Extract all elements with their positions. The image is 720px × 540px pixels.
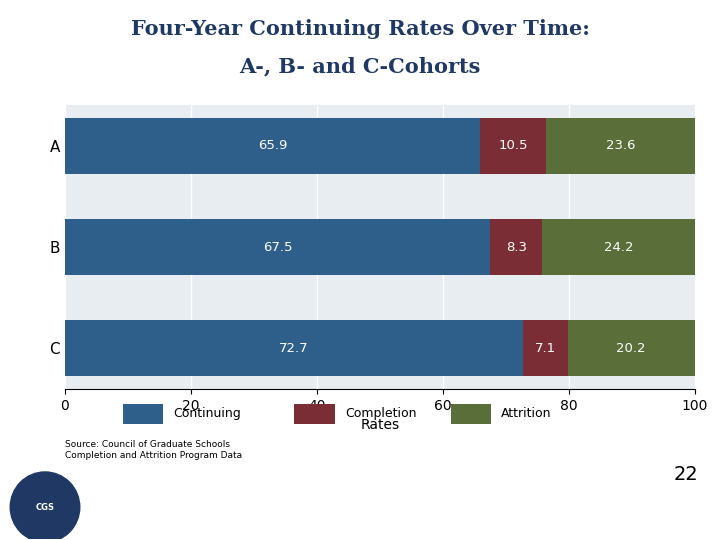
Text: 10.5: 10.5 xyxy=(498,139,528,152)
Text: 20.2: 20.2 xyxy=(616,342,646,355)
Text: 22: 22 xyxy=(674,465,698,484)
Bar xyxy=(490,219,542,275)
X-axis label: Rates: Rates xyxy=(360,418,400,432)
Bar xyxy=(542,219,695,275)
FancyBboxPatch shape xyxy=(451,404,491,424)
Text: CGS: CGS xyxy=(35,503,55,511)
Text: 72.7: 72.7 xyxy=(279,342,309,355)
Text: Council of Graduate Schools: Council of Graduate Schools xyxy=(140,512,357,527)
Text: Four-Year Continuing Rates Over Time:: Four-Year Continuing Rates Over Time: xyxy=(130,19,590,39)
FancyBboxPatch shape xyxy=(123,404,163,424)
Bar xyxy=(480,118,546,174)
Bar xyxy=(65,118,480,174)
Text: 7.1: 7.1 xyxy=(535,342,556,355)
Text: 24.2: 24.2 xyxy=(604,240,634,254)
Text: 67.5: 67.5 xyxy=(263,240,292,254)
Text: Attrition: Attrition xyxy=(501,407,552,420)
Text: Source: Council of Graduate Schools
Completion and Attrition Program Data: Source: Council of Graduate Schools Comp… xyxy=(65,440,242,460)
Bar xyxy=(65,219,490,275)
Bar xyxy=(65,320,523,376)
Text: 23.6: 23.6 xyxy=(606,139,635,152)
Text: 65.9: 65.9 xyxy=(258,139,287,152)
Text: A-, B- and C-Cohorts: A-, B- and C-Cohorts xyxy=(239,57,481,77)
Text: Completion: Completion xyxy=(345,407,416,420)
Bar xyxy=(546,118,695,174)
Text: Continuing: Continuing xyxy=(174,407,241,420)
Bar xyxy=(567,320,695,376)
Text: 8.3: 8.3 xyxy=(505,240,527,254)
FancyBboxPatch shape xyxy=(294,404,335,424)
Bar xyxy=(523,320,567,376)
Circle shape xyxy=(10,472,80,540)
